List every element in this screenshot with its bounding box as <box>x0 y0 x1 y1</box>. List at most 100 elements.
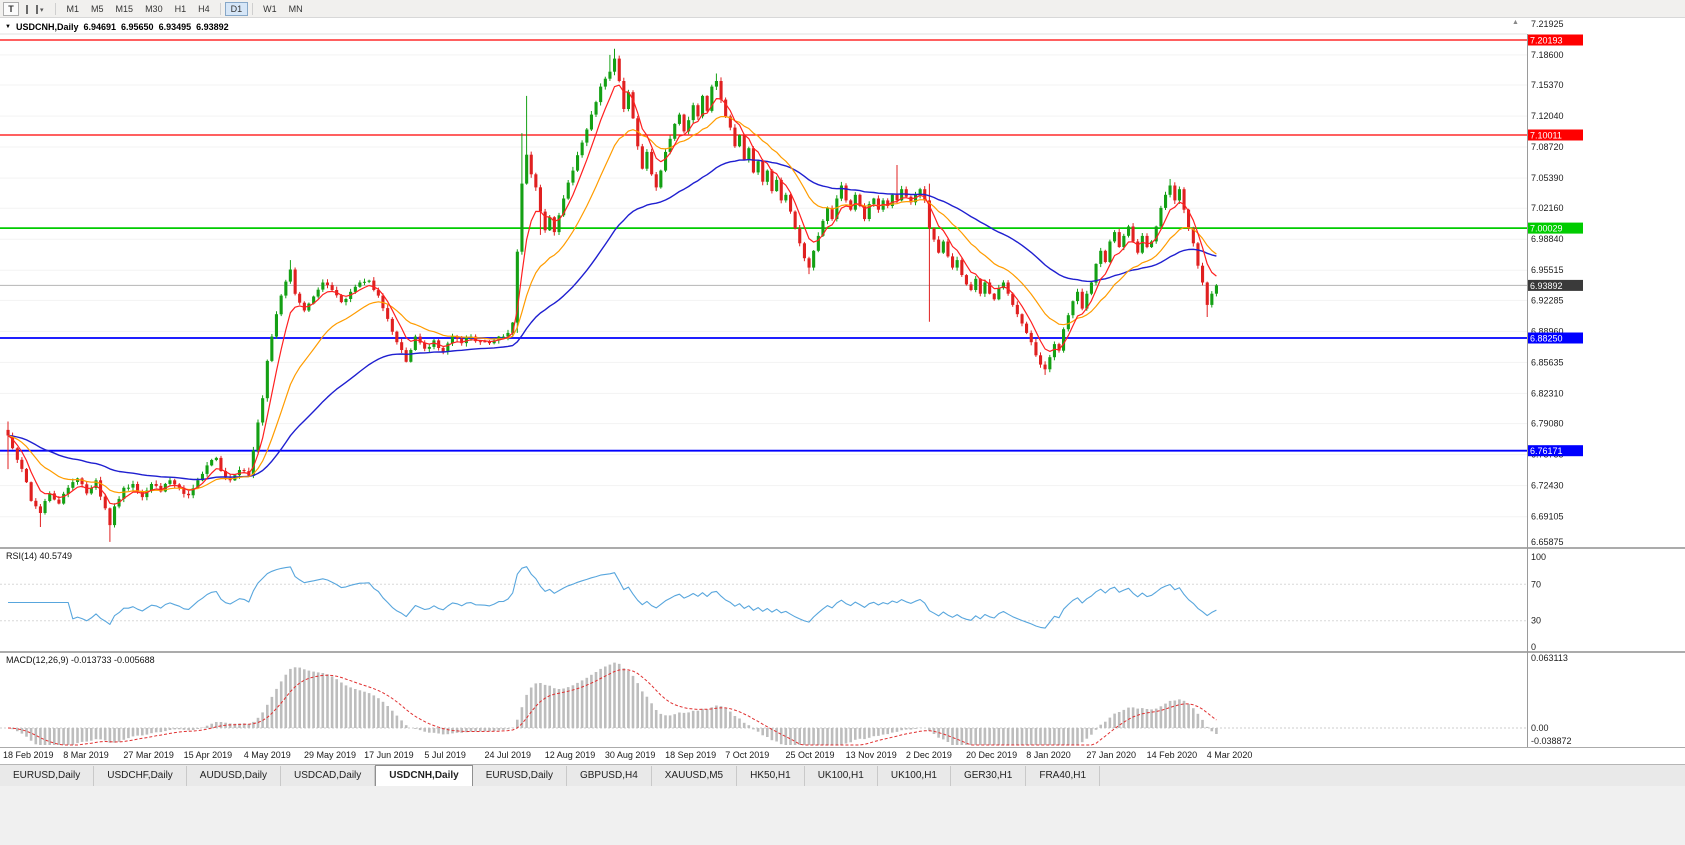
chart-tab-6[interactable]: GBPUSD,H4 <box>566 766 652 786</box>
svg-text:7.10011: 7.10011 <box>1530 131 1562 141</box>
svg-text:MACD(12,26,9) -0.013733 -0.005: MACD(12,26,9) -0.013733 -0.005688 <box>6 655 155 665</box>
svg-text:6.92285: 6.92285 <box>1531 295 1564 305</box>
candles <box>6 48 1218 542</box>
moving-average-lines <box>7 84 1217 505</box>
chart-tab-4[interactable]: USDCNH,Daily <box>375 765 473 786</box>
svg-text:7.05390: 7.05390 <box>1531 173 1564 183</box>
ohlc-open: 6.94691 <box>83 21 117 32</box>
svg-text:6.88250: 6.88250 <box>1530 334 1563 344</box>
timeframe-button-m15[interactable]: M15 <box>110 2 140 16</box>
toolbar-separator <box>252 2 254 15</box>
svg-text:-0.038872: -0.038872 <box>1531 736 1572 746</box>
chart-tab-9[interactable]: UK100,H1 <box>804 766 878 786</box>
chart-tab-11[interactable]: GER30,H1 <box>950 766 1027 786</box>
svg-text:6.72430: 6.72430 <box>1531 481 1564 491</box>
level-lines[interactable] <box>0 39 1527 452</box>
date-label: 18 Feb 2019 <box>3 750 54 760</box>
date-label: 15 Apr 2019 <box>183 750 233 760</box>
svg-text:6.85635: 6.85635 <box>1531 357 1564 367</box>
date-label: 14 Feb 2020 <box>1146 750 1198 760</box>
svg-text:6.65875: 6.65875 <box>1531 537 1564 547</box>
timeframe-button-w1[interactable]: W1 <box>257 2 283 16</box>
chart-tab-3[interactable]: USDCAD,Daily <box>281 766 376 786</box>
svg-text:0.00: 0.00 <box>1531 723 1549 733</box>
date-label: 2 Dec 2019 <box>905 750 952 760</box>
svg-text:7.21925: 7.21925 <box>1531 19 1564 29</box>
scale-scroll-icon[interactable]: ▲ <box>1512 19 1519 26</box>
date-label: 8 Jan 2020 <box>1026 750 1071 760</box>
svg-text:70: 70 <box>1531 579 1541 589</box>
toolbar-separator <box>219 2 221 15</box>
chart-info-bar: ▼ USDCNH,Daily 6.94691 6.95650 6.93495 6… <box>0 19 229 34</box>
chart-tab-5[interactable]: EURUSD,Daily <box>472 766 567 786</box>
chart-tab-0[interactable]: EURUSD,Daily <box>0 766 95 786</box>
svg-text:6.93892: 6.93892 <box>1530 281 1563 291</box>
time-axis[interactable]: 18 Feb 2019 8 Mar 2019 27 Mar 2019 15 Apr 2… <box>0 748 1685 764</box>
svg-text:7.02160: 7.02160 <box>1531 203 1564 213</box>
svg-text:7.08720: 7.08720 <box>1531 142 1564 152</box>
timeframe-button-m30[interactable]: M30 <box>139 2 169 16</box>
toolbar-button-t[interactable]: T <box>3 1 19 16</box>
svg-text:7.20193: 7.20193 <box>1530 36 1563 46</box>
date-label: 27 Mar 2019 <box>123 750 174 760</box>
chart-canvas[interactable]: 7.21925 7.18600 7.15370 7.12040 7.08720 7.053… <box>0 0 1685 764</box>
svg-text:0: 0 <box>1531 642 1536 652</box>
timeframe-button-m5[interactable]: M5 <box>85 2 110 16</box>
chart-tab-8[interactable]: HK50,H1 <box>737 766 805 786</box>
chart-tab-1[interactable]: USDCHF,Daily <box>94 766 187 786</box>
date-label: 4 May 2019 <box>243 750 291 760</box>
chart-tab-2[interactable]: AUDUSD,Daily <box>186 766 282 786</box>
date-label: 24 Jul 2019 <box>484 750 532 760</box>
date-label: 17 Jun 2019 <box>364 750 414 760</box>
date-label: 4 Mar 2020 <box>1206 750 1253 760</box>
svg-text:6.82310: 6.82310 <box>1531 388 1564 398</box>
svg-text:6.88960: 6.88960 <box>1531 326 1564 336</box>
chart-tab-12[interactable]: FRA40,H1 <box>1026 766 1101 786</box>
svg-text:6.98840: 6.98840 <box>1531 234 1564 244</box>
date-label: 7 Oct 2019 <box>725 750 770 760</box>
timeframe-button-m1[interactable]: M1 <box>61 2 86 16</box>
chart-type-icon <box>26 4 38 14</box>
date-label: 25 Oct 2019 <box>785 750 835 760</box>
ohlc-high: 6.95650 <box>121 21 154 32</box>
toolbar-separator <box>54 2 56 15</box>
price-grid <box>0 54 1527 518</box>
date-label: 29 May 2019 <box>303 750 356 760</box>
svg-text:6.79080: 6.79080 <box>1531 419 1564 429</box>
chart-background <box>0 17 1685 764</box>
chevron-down-icon: ▾ <box>40 6 44 14</box>
ohlc-close: 6.93892 <box>196 21 229 32</box>
timeframe-button-d1[interactable]: D1 <box>224 1 249 16</box>
svg-text:7.00029: 7.00029 <box>1530 224 1563 234</box>
chart-tab-bar: EURUSD,Daily USDCHF,Daily AUDUSD,Daily USDC… <box>0 764 1685 786</box>
timeframe-button-h4[interactable]: H4 <box>192 2 216 16</box>
date-label: 13 Nov 2019 <box>845 750 897 760</box>
chart-objects-dropdown-button[interactable]: ▾ <box>20 2 50 16</box>
svg-text:6.76171: 6.76171 <box>1530 446 1563 456</box>
date-label: 30 Aug 2019 <box>604 750 656 760</box>
svg-text:6.69105: 6.69105 <box>1531 512 1564 522</box>
svg-text:RSI(14) 40.5749: RSI(14) 40.5749 <box>6 551 72 561</box>
timeframe-group: M1 M5 M15 M30 H1 H4 D1 W1 MN <box>61 1 309 16</box>
date-label: 5 Jul 2019 <box>424 750 466 760</box>
svg-text:7.18600: 7.18600 <box>1531 50 1564 60</box>
timeframe-button-h1[interactable]: H1 <box>169 2 193 16</box>
svg-text:0.063113: 0.063113 <box>1531 653 1568 663</box>
svg-text:6.95515: 6.95515 <box>1531 265 1564 275</box>
macd-pane <box>0 662 1527 746</box>
bottom-area <box>0 786 1685 845</box>
svg-text:7.12040: 7.12040 <box>1531 111 1564 121</box>
collapse-triangle-icon[interactable]: ▼ <box>5 23 11 30</box>
symbol-timeframe-label: USDCNH,Daily <box>15 21 79 32</box>
timeframe-toolbar: T ▾ M1 M5 M15 M30 H1 H4 D1 W1 MN <box>0 0 1685 18</box>
date-label: 12 Aug 2019 <box>544 750 596 760</box>
svg-text:100: 100 <box>1531 552 1546 562</box>
date-label: 18 Sep 2019 <box>665 750 717 760</box>
timeframe-button-mn[interactable]: MN <box>283 2 309 16</box>
date-label: 20 Dec 2019 <box>966 750 1018 760</box>
price-scale[interactable]: 7.21925 7.18600 7.15370 7.12040 7.08720 7.053… <box>1527 19 1584 747</box>
chart-tab-10[interactable]: UK100,H1 <box>877 766 951 786</box>
svg-text:30: 30 <box>1531 616 1541 626</box>
chart-tab-7[interactable]: XAUUSD,M5 <box>651 766 738 786</box>
